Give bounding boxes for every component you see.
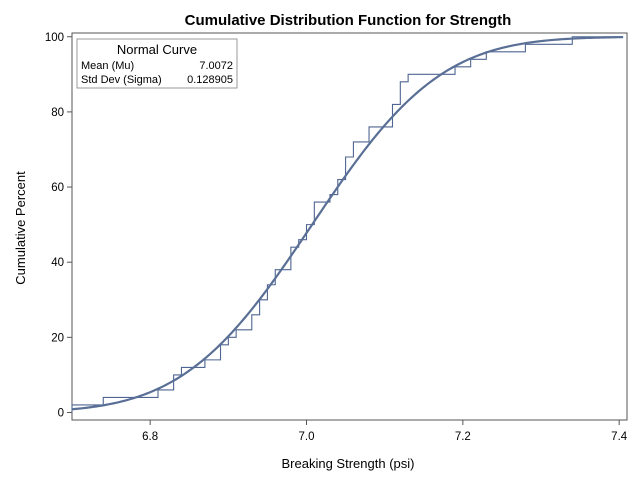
x-axis-label: Breaking Strength (psi) [282,456,415,471]
y-axis: 0 20 40 60 80 100 [45,32,72,419]
x-tick-label: 7.0 [299,431,315,443]
x-tick-label: 6.8 [142,431,158,443]
legend-inset-title: Normal Curve [117,42,197,57]
y-tick-label: 0 [58,407,64,419]
y-axis-label: Cumulative Percent [13,171,28,285]
y-tick-label: 20 [51,332,64,344]
x-tick-label: 7.4 [611,431,628,443]
legend-row-label: Std Dev (Sigma) [81,74,162,86]
plot-frame [71,32,628,421]
legend-inset: Normal Curve Mean (Mu) 7.0072 Std Dev (S… [76,38,238,89]
legend-inset-box [76,38,238,89]
legend-row-label: Mean (Mu) [81,60,134,72]
y-tick-label: 80 [51,107,64,119]
series-layer [71,36,624,413]
normal-cdf-curve [71,36,624,411]
x-axis: 6.8 7.0 7.2 7.4 [142,420,628,443]
x-tick-label: 7.2 [455,431,471,443]
y-tick-label: 60 [51,182,64,194]
y-tick-label: 100 [45,32,64,44]
chart-title: Cumulative Distribution Function for Str… [185,12,512,29]
legend-row-value: 7.0072 [199,60,233,72]
y-tick-label: 40 [51,257,64,269]
legend-row-value: 0.128905 [187,74,233,86]
